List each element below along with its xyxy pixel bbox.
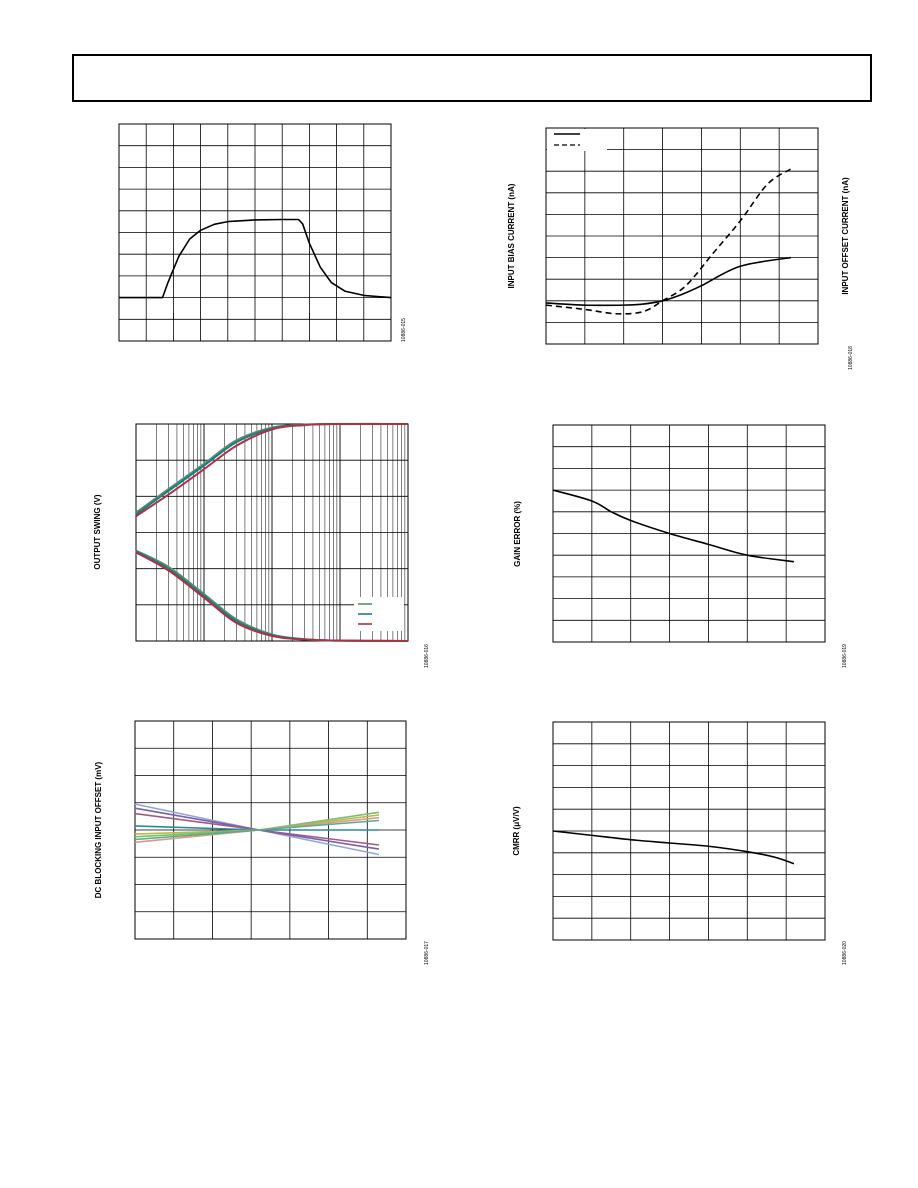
- y-axis-label: CMRR (μV/V): [512, 806, 521, 856]
- figure-id: 10886-017: [424, 941, 430, 965]
- figure-id: 10886-015: [401, 318, 407, 342]
- plot-grid: [546, 128, 818, 344]
- chart-dc-blocking-offset-vs-temp: DC BLOCKING INPUT OFFSET (mV) 10886-017: [94, 720, 430, 965]
- figure-id: 10886-020: [842, 941, 848, 965]
- series-line-8: [134, 819, 379, 841]
- plot-grid: [553, 722, 825, 940]
- figure-id: 10886-019: [842, 644, 848, 668]
- plot-frame: [545, 127, 819, 345]
- chart-cmrr-vs-temp: CMRR (μV/V) 10886-020: [512, 721, 848, 965]
- y-axis-label: GAIN ERROR (%): [513, 501, 522, 567]
- series-line-2: [134, 807, 380, 850]
- series-line-1: [545, 256, 791, 307]
- chart-output-swing-vs-load: OUTPUT SWING (V) 10886-016: [93, 422, 430, 668]
- y2-axis-label: INPUT OFFSET CURRENT (nA): [841, 177, 850, 295]
- chart-step-response: 10886-015: [118, 123, 407, 342]
- series-line-3: [135, 422, 409, 518]
- y-axis-label: OUTPUT SWING (V): [93, 494, 102, 569]
- legend-box: [547, 129, 607, 151]
- y-axis-label: DC BLOCKING INPUT OFFSET (mV): [94, 761, 103, 898]
- plot-frame: [118, 123, 392, 342]
- plot-grid: [119, 124, 391, 341]
- legend: [547, 129, 607, 151]
- series-line-1: [119, 218, 392, 299]
- legend: [354, 597, 404, 631]
- plot-frame: [552, 424, 826, 643]
- y-axis-label: INPUT BIAS CURRENT (nA): [507, 183, 516, 288]
- chart-gain-error-vs-temp: GAIN ERROR (%) 10886-019: [513, 424, 848, 668]
- figure-id: 10886-016: [424, 644, 430, 668]
- series-line-6: [135, 551, 409, 642]
- series-line-1: [552, 489, 795, 563]
- series-line-2: [545, 168, 792, 315]
- series-line-1: [552, 830, 795, 865]
- plot-grid: [553, 425, 825, 642]
- chart-bias-current-vs-temp: INPUT BIAS CURRENT (nA) INPUT OFFSET CURR…: [507, 127, 854, 370]
- plot-grid: [135, 721, 406, 939]
- figure-id: 10886-018: [848, 346, 854, 370]
- plot-frame: [134, 720, 407, 940]
- page-header-box: [72, 54, 872, 102]
- plot-frame: [135, 423, 409, 642]
